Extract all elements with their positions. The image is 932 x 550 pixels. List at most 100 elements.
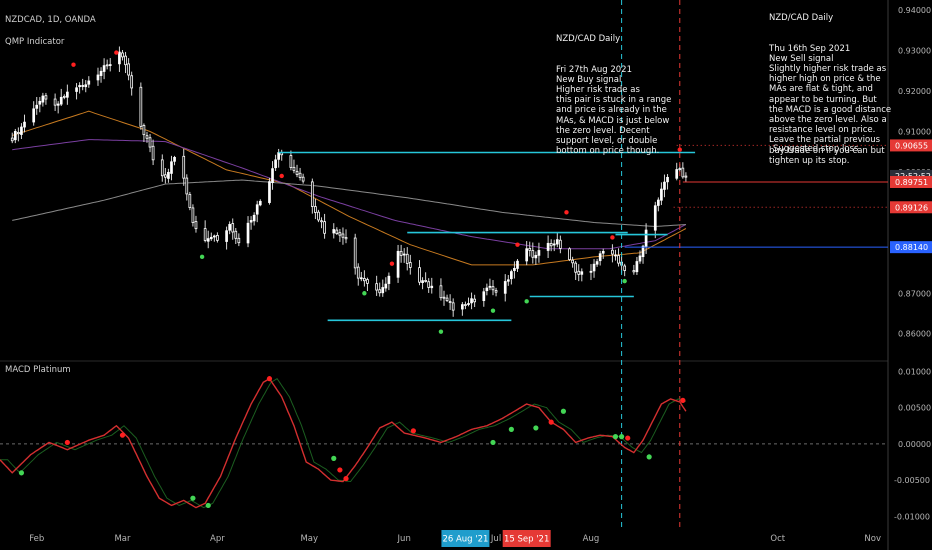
candle-up [167,171,170,179]
candle-down [681,167,685,178]
buy-signal-dot [362,291,367,296]
date-tick-label: Apr [210,534,225,544]
date-tick-label: Mar [114,534,131,544]
macd-buy-dot [205,502,211,509]
price-tick-label: 0.93000 [898,47,931,56]
grid [0,0,889,550]
date-badge [441,530,490,547]
candle-up [635,261,639,273]
date-tick-label: Oct [770,534,785,544]
candle-down [194,221,198,230]
candle-up [430,285,434,289]
candle-up [108,64,112,66]
candle-down [105,64,109,67]
candle-up [503,281,507,294]
price-tick-label: 0.92000 [898,87,931,96]
macd-tick-label: 0.00500 [898,404,931,413]
candle-down [145,135,149,139]
candle-down [17,132,20,135]
candle-down [314,206,317,213]
price-tick-label: 0.87000 [898,289,931,298]
symbol-line: NZDCAD, 1D, OANDA [5,15,96,25]
candle-down [10,137,14,142]
macd-sell-dot [410,428,416,434]
candle-up [38,100,42,105]
header: NZDCAD, 1D, OANDA QMP Indicator [5,4,96,59]
date-badge-label: 26 Aug '21 [442,535,488,545]
candle-down [632,270,636,273]
buy-annotation-body: Fri 27th Aug 2021 New Buy signal Higher … [556,64,672,157]
date-tick-label: Aug [583,534,600,544]
macd-main-line [0,377,687,509]
sell-signal-dot [114,50,119,55]
buy-annotation-title: NZD/CAD Daily [556,34,621,45]
candle-up [258,200,262,206]
candle-up [589,270,593,273]
candle-up [381,287,385,294]
candle-down [617,255,620,264]
candle-down [424,280,427,282]
price-badge [890,201,932,214]
candle-up [228,224,232,231]
macd-tick-label: -0.01000 [894,512,930,521]
candle-down [295,170,299,175]
macd-buy-dot [646,454,652,460]
candles [10,46,688,317]
candle-down [571,259,574,264]
candle-up [421,280,424,283]
candle-down [130,75,134,89]
candle-up [470,298,473,304]
price-badge-label: 0.89751 [895,178,928,187]
candle-up [488,285,492,288]
candle-down [491,286,495,291]
macd-sell-dot [266,376,273,382]
macd-tick-label: 0.01000 [898,367,931,376]
moving-averages [12,110,687,266]
candle-up [675,169,679,179]
price-tick-label: 0.91000 [898,127,931,136]
price-tick-label: 0.86000 [898,330,931,339]
candle-up [35,104,39,109]
candle-down [577,270,581,275]
candle-up [384,283,388,289]
candle-down [549,243,553,247]
candle-up [482,291,486,301]
candle-down [559,239,562,249]
sell-annotation: NZD/CAD Daily Thu 16th Sep 2021 New Sell… [769,3,891,176]
date-tick-label: Jun [397,534,411,544]
candle-down [678,168,682,171]
candle-up [20,126,23,135]
horizontal-lines [278,144,888,322]
candle-up [641,245,645,258]
candle-down [323,221,326,234]
buy-signal-dot [524,299,529,304]
candle-up [102,65,106,72]
candle-down [473,298,476,303]
candle-up [78,85,81,88]
candle-up [173,157,176,162]
candle-down [684,175,688,178]
candle-down [310,181,314,207]
candle-up [41,95,45,103]
candle-up [87,80,91,85]
candle-down [531,250,535,258]
candle-up [525,248,529,262]
price-badge [890,175,932,188]
candle-down [124,55,127,66]
macd-buy-dot [533,425,539,431]
macd-buy-dot [331,455,337,461]
price-tick-label: 0.94000 [898,6,931,15]
macd-buy-dot [490,439,496,446]
candle-up [209,236,213,240]
candle-down [408,262,412,268]
date-badge-label: 15 Sep '21 [504,535,549,545]
candle-up [660,188,663,201]
ma-gray-line [12,179,686,228]
candle-down [164,174,167,178]
candle-up [614,254,617,257]
candle-down [234,230,238,239]
date-tick-label: Jul [490,534,501,544]
candle-down [341,233,345,238]
candle-up [402,253,406,256]
